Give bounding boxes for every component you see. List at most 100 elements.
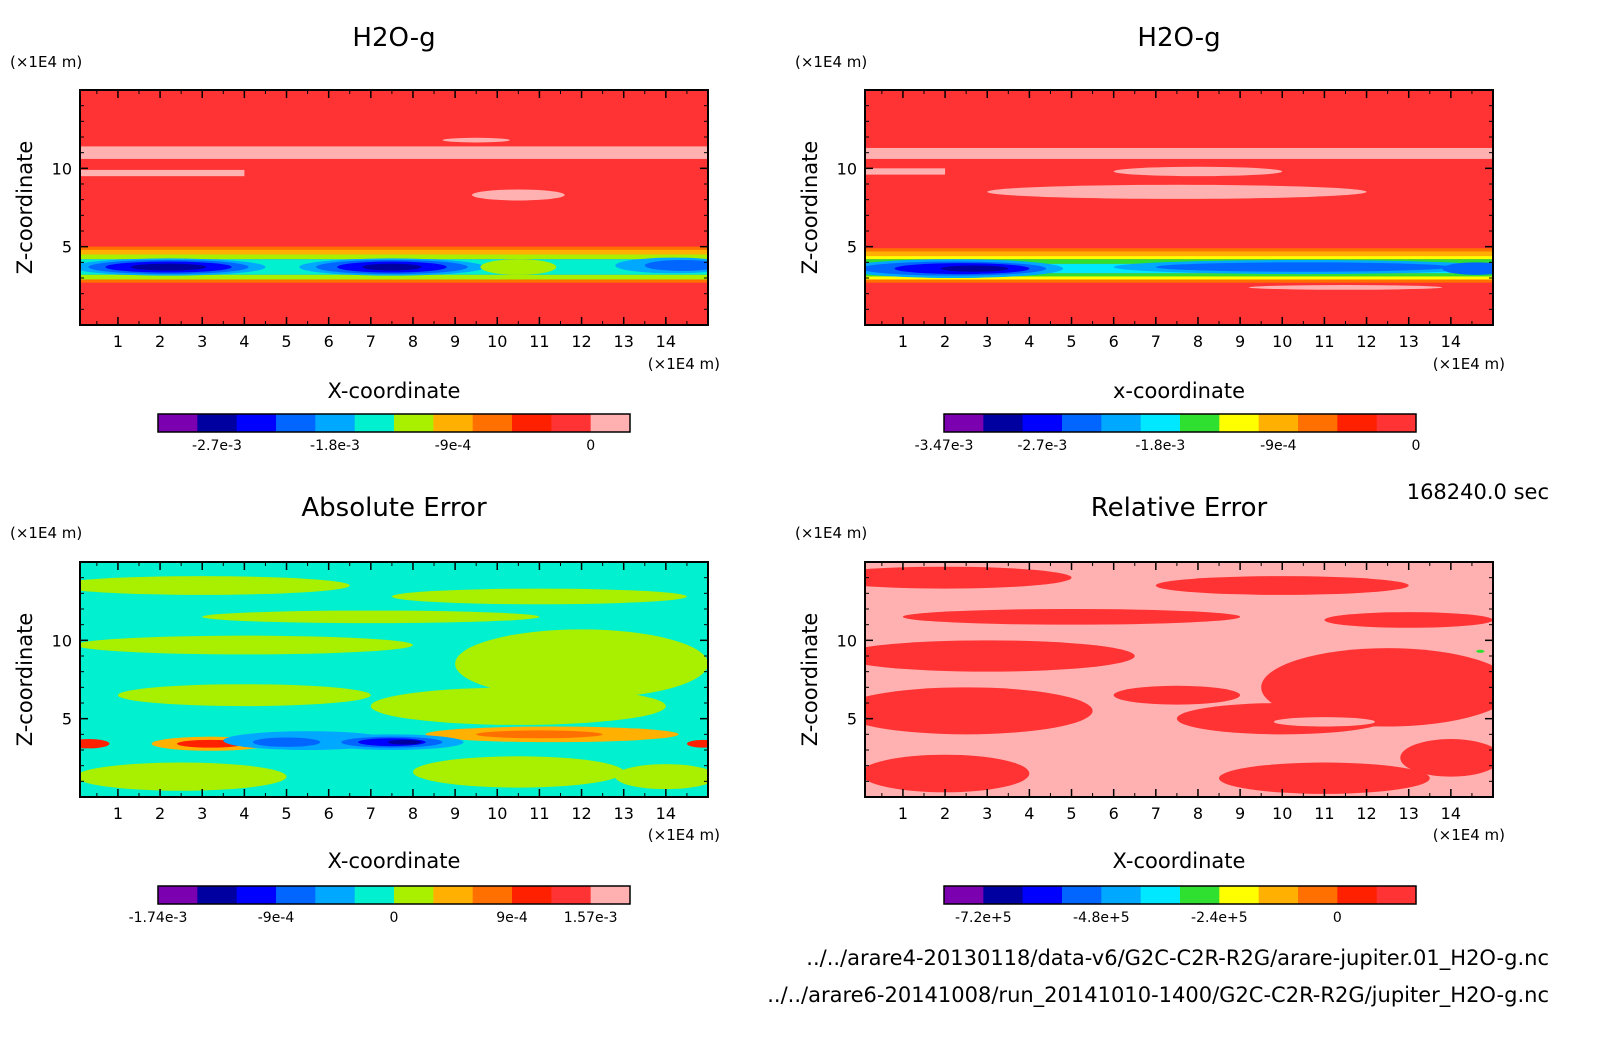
- contour-band: [865, 147, 1493, 159]
- y-unit-label: (×1E4 m): [795, 524, 867, 542]
- contour-band: [865, 273, 1493, 277]
- colorbar-swatch: [1062, 886, 1102, 904]
- x-tick-label: 5: [1066, 804, 1076, 823]
- contour-region: [370, 687, 666, 725]
- colorbar-swatch: [551, 886, 592, 904]
- y-tick-label: 10: [52, 631, 72, 650]
- x-tick-label: 2: [940, 332, 950, 351]
- x-tick-label: 13: [1399, 332, 1419, 351]
- colorbar-swatch: [1101, 886, 1142, 904]
- contour-region: [987, 184, 1367, 199]
- file-path-2: ../../arare6-20141008/run_20141010-1400/…: [767, 983, 1549, 1007]
- contour-region: [644, 259, 708, 271]
- colorbar-tick-label: -7.2e+5: [955, 910, 1012, 926]
- chart-title: Absolute Error: [301, 493, 487, 523]
- x-tick-label: 11: [1314, 804, 1334, 823]
- colorbar-swatch: [354, 414, 395, 432]
- x-tick-label: 8: [1193, 804, 1203, 823]
- colorbar-swatch: [315, 414, 356, 432]
- colorbar-swatch: [1337, 414, 1378, 432]
- x-tick-label: 13: [614, 332, 634, 351]
- colorbar-swatch: [1022, 886, 1063, 904]
- colorbar-swatch: [1219, 414, 1260, 432]
- colorbar-swatch: [394, 414, 434, 432]
- colorbar-tick-label: -1.74e-3: [129, 910, 188, 926]
- contour-region: [1176, 703, 1388, 735]
- y-axis-title: Z-coordinate: [13, 141, 37, 275]
- x-tick-label: 11: [1314, 332, 1334, 351]
- colorbar: -1.74e-3 -9e-4 0 9e-4 1.57e-3: [129, 885, 631, 926]
- colorbar-frame: [943, 885, 1417, 905]
- contour-region: [1273, 717, 1375, 727]
- contour-region: [471, 189, 565, 201]
- x-tick-label: 10: [487, 332, 507, 351]
- x-tick-label: 2: [155, 332, 165, 351]
- contour-band: [865, 248, 1493, 252]
- x-tick-label: 14: [656, 332, 676, 351]
- colorbar-frame: [943, 413, 1417, 433]
- contour-region: [442, 137, 510, 143]
- colorbar-swatch: [236, 886, 277, 904]
- colorbar-swatch: [512, 414, 552, 432]
- x-tick-label: 10: [1272, 804, 1292, 823]
- x-tick-label: 1: [113, 332, 123, 351]
- colorbar-swatch: [1258, 886, 1299, 904]
- contour-region: [362, 263, 422, 271]
- x-tick-label: 14: [1441, 332, 1461, 351]
- colorbar-swatch: [394, 886, 434, 904]
- colorbar-swatch: [315, 886, 356, 904]
- colorbar-swatch: [1298, 886, 1338, 904]
- colorbar-swatch: [1022, 414, 1063, 432]
- x-tick-label: 3: [982, 332, 992, 351]
- contour-region: [476, 730, 603, 739]
- contour-region: [1155, 576, 1409, 595]
- contour-region: [615, 764, 708, 790]
- x-tick-label: 7: [366, 804, 376, 823]
- contour-region: [1476, 649, 1485, 653]
- x-tick-label: 7: [1151, 804, 1161, 823]
- x-tick-label: 12: [571, 332, 591, 351]
- colorbar-tick-label: 0: [586, 438, 595, 454]
- y-axis-title: Z-coordinate: [798, 141, 822, 275]
- contour-region: [455, 629, 708, 699]
- contour-region: [1248, 285, 1443, 290]
- x-tick-label: 7: [366, 332, 376, 351]
- x-tick-label: 2: [940, 804, 950, 823]
- colorbar-tick-label: -9e-4: [435, 438, 472, 454]
- y-tick-label: 10: [837, 631, 857, 650]
- plot-frame: [864, 561, 1494, 798]
- contour-band: [80, 146, 708, 159]
- y-tick-label: 5: [847, 238, 857, 257]
- x-tick-label: 14: [656, 804, 676, 823]
- contour-region: [865, 754, 1030, 793]
- x-tick-label: 9: [450, 804, 460, 823]
- colorbar-swatch: [276, 414, 316, 432]
- colorbar-tick-label: -2.4e+5: [1191, 910, 1248, 926]
- contour-band: [80, 279, 708, 283]
- x-tick-label: 9: [1235, 332, 1245, 351]
- x-tick-label: 4: [239, 332, 249, 351]
- x-tick-label: 10: [1272, 332, 1292, 351]
- contour-region: [1155, 262, 1451, 272]
- colorbar-tick-label: 0: [1412, 438, 1421, 454]
- contour-region: [1113, 685, 1241, 705]
- x-tick-label: 6: [324, 332, 334, 351]
- contour-region: [1324, 612, 1493, 628]
- contour-band: [80, 246, 708, 250]
- colorbar-tick-label: -3.47e-3: [915, 438, 974, 454]
- contour-band: [865, 276, 1493, 280]
- colorbar-tick-label: -1.8e-3: [1135, 438, 1185, 454]
- colorbar-swatch: [1376, 414, 1417, 432]
- colorbar-tick-label: -9e-4: [1260, 438, 1297, 454]
- y-tick-label: 5: [62, 238, 72, 257]
- colorbar-swatch: [590, 886, 631, 904]
- y-tick-label: 10: [837, 159, 857, 178]
- colorbar-tick-label: -4.8e+5: [1073, 910, 1130, 926]
- contour-region: [902, 609, 1241, 625]
- colorbar: -7.2e+5 -4.8e+5 -2.4e+5 0: [943, 885, 1417, 926]
- x-tick-label: 12: [1356, 804, 1376, 823]
- contour-region: [865, 566, 1072, 589]
